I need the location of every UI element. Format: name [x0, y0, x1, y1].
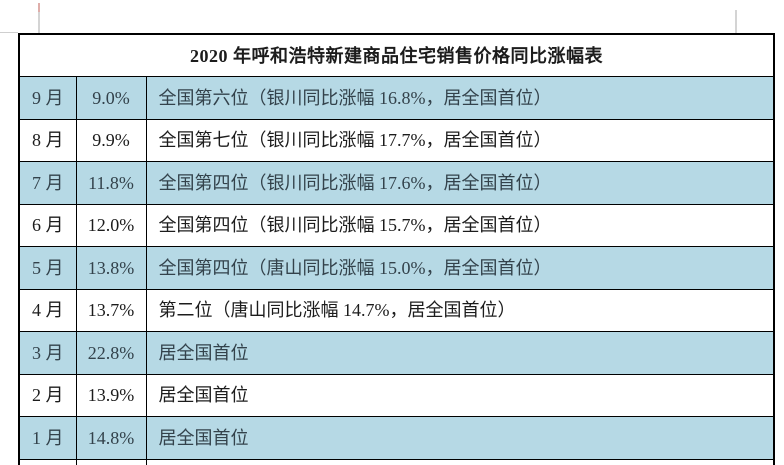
value-cell: 9.0% — [75, 76, 147, 120]
note-cell: 全国第四位（银川同比涨幅 17.6%，居全国首位） — [145, 161, 775, 205]
value-cell — [75, 458, 147, 465]
month-cell: 5 月 — [18, 246, 77, 290]
value-cell: 13.9% — [75, 373, 147, 417]
margin-guide-left-tick — [38, 3, 40, 33]
value-cell: 12.0% — [75, 203, 147, 247]
price-increase-table: 2020 年呼和浩特新建商品住宅销售价格同比涨幅表 9 月 9.0% 全国第六位… — [18, 33, 775, 465]
month-cell: 9 月 — [18, 76, 77, 120]
table-row: 8 月 9.9% 全国第七位（银川同比涨幅 17.7%，居全国首位） — [18, 118, 775, 162]
note-cell: 居全国首位 — [145, 331, 775, 375]
table-row: 4 月 13.7% 第二位（唐山同比涨幅 14.7%，居全国首位） — [18, 288, 775, 332]
table-row: 6 月 12.0% 全国第四位（银川同比涨幅 15.7%，居全国首位） — [18, 203, 775, 247]
table-row: 5 月 13.8% 全国第四位（唐山同比涨幅 15.0%，居全国首位） — [18, 246, 775, 290]
table-row: 9 月 9.0% 全国第六位（银川同比涨幅 16.8%，居全国首位） — [18, 76, 775, 120]
month-cell: 4 月 — [18, 288, 77, 332]
margin-guide-right-tick — [735, 10, 737, 33]
month-cell — [18, 458, 77, 465]
table-row-partial — [18, 458, 775, 465]
month-cell: 7 月 — [18, 161, 77, 205]
month-cell: 8 月 — [18, 118, 77, 162]
table-row: 7 月 11.8% 全国第四位（银川同比涨幅 17.6%，居全国首位） — [18, 161, 775, 205]
note-cell — [145, 458, 775, 465]
note-cell: 居全国首位 — [145, 416, 775, 460]
note-cell: 全国第六位（银川同比涨幅 16.8%，居全国首位） — [145, 76, 775, 120]
note-cell: 居全国首位 — [145, 373, 775, 417]
table-row: 1 月 14.8% 居全国首位 — [18, 416, 775, 460]
table-row: 3 月 22.8% 居全国首位 — [18, 331, 775, 375]
value-cell: 13.7% — [75, 288, 147, 332]
month-cell: 2 月 — [18, 373, 77, 417]
table-title: 2020 年呼和浩特新建商品住宅销售价格同比涨幅表 — [18, 33, 775, 77]
month-cell: 3 月 — [18, 331, 77, 375]
value-cell: 13.8% — [75, 246, 147, 290]
value-cell: 22.8% — [75, 331, 147, 375]
value-cell: 11.8% — [75, 161, 147, 205]
table-row: 2 月 13.9% 居全国首位 — [18, 373, 775, 417]
margin-guide-left-stub — [0, 32, 18, 33]
table-title-row: 2020 年呼和浩特新建商品住宅销售价格同比涨幅表 — [18, 33, 775, 77]
month-cell: 6 月 — [18, 203, 77, 247]
value-cell: 9.9% — [75, 118, 147, 162]
value-cell: 14.8% — [75, 416, 147, 460]
note-cell: 全国第四位（银川同比涨幅 15.7%，居全国首位） — [145, 203, 775, 247]
month-cell: 1 月 — [18, 416, 77, 460]
note-cell: 全国第四位（唐山同比涨幅 15.0%，居全国首位） — [145, 246, 775, 290]
price-table-container: 2020 年呼和浩特新建商品住宅销售价格同比涨幅表 9 月 9.0% 全国第六位… — [18, 33, 775, 465]
note-cell: 第二位（唐山同比涨幅 14.7%，居全国首位） — [145, 288, 775, 332]
note-cell: 全国第七位（银川同比涨幅 17.7%，居全国首位） — [145, 118, 775, 162]
